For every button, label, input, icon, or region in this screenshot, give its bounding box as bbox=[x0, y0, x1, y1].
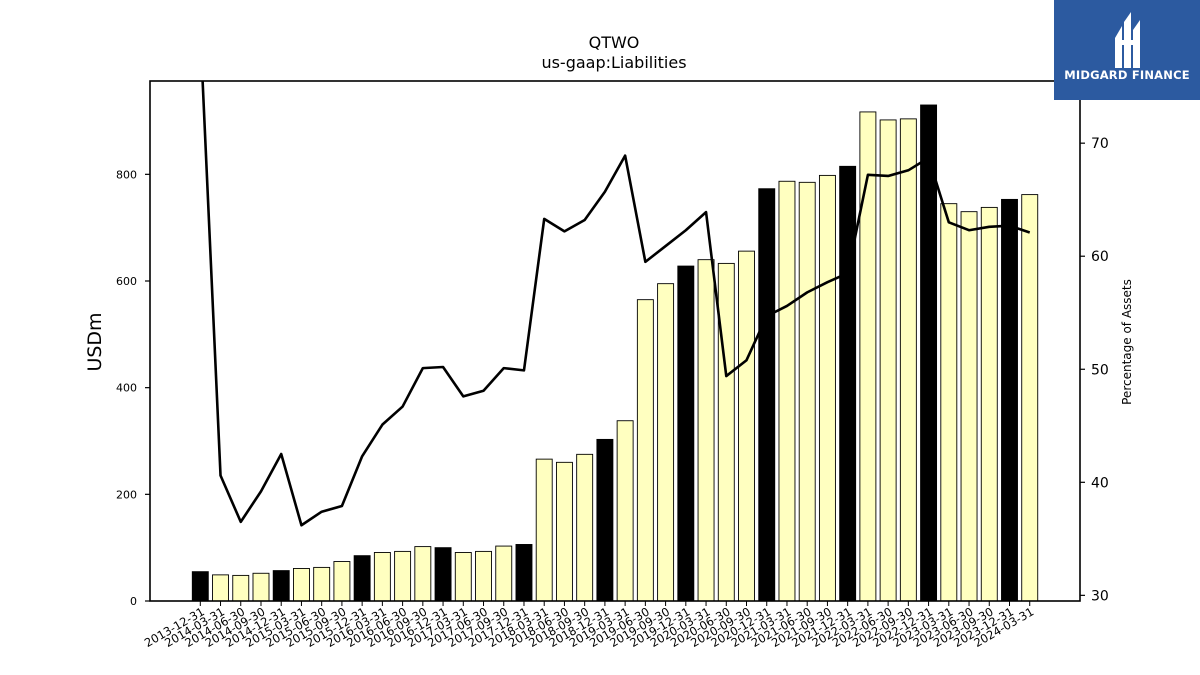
logo-box: MIDGARD FINANCE bbox=[1054, 0, 1200, 100]
bar-2022-06-30 bbox=[879, 119, 897, 602]
bar-2018-09-30 bbox=[576, 453, 594, 602]
bar-2019-09-30 bbox=[657, 283, 675, 602]
bar-2014-03-31 bbox=[212, 574, 229, 602]
bar-2016-12-31 bbox=[434, 547, 452, 602]
bar-2017-06-30 bbox=[475, 550, 492, 602]
bar-2015-06-30 bbox=[313, 566, 331, 602]
bar-2015-03-31 bbox=[293, 568, 310, 602]
y-axis-label: USDm bbox=[84, 312, 106, 371]
plot-frame bbox=[149, 80, 1081, 602]
bar-2021-09-30 bbox=[818, 174, 836, 602]
bar-2019-03-31 bbox=[616, 420, 634, 602]
bar-2014-12-31 bbox=[272, 570, 290, 602]
chart-title: QTWO bbox=[589, 33, 640, 52]
y-tick-label: 800 bbox=[116, 168, 137, 181]
bar-2015-09-30 bbox=[333, 561, 351, 602]
bar-2020-12-31 bbox=[758, 188, 776, 602]
y2-tick-label: 60 bbox=[1091, 249, 1109, 265]
y2-axis-label: Percentage of Assets bbox=[1120, 279, 1134, 405]
bar-2016-09-30 bbox=[414, 546, 432, 602]
bar-2020-09-30 bbox=[738, 250, 755, 602]
bar-2021-06-30 bbox=[798, 181, 816, 602]
bar-2023-03-31 bbox=[940, 203, 958, 602]
bar-2021-12-31 bbox=[839, 165, 857, 602]
bar-2021-03-31 bbox=[778, 180, 796, 602]
bar-2014-06-30 bbox=[232, 574, 250, 602]
y2-tick-label: 70 bbox=[1091, 136, 1109, 152]
bar-2017-03-31 bbox=[454, 552, 472, 602]
bar-2018-12-31 bbox=[596, 438, 614, 602]
logo-text: MIDGARD FINANCE bbox=[1064, 68, 1190, 82]
bars-layer bbox=[191, 104, 1039, 602]
bar-2024-03-31 bbox=[1021, 194, 1039, 602]
bar-2023-09-30 bbox=[980, 206, 998, 602]
bar-2023-12-31 bbox=[1001, 198, 1018, 602]
y-tick-label: 200 bbox=[116, 488, 137, 501]
bar-2022-03-31 bbox=[859, 111, 877, 602]
bar-2022-09-30 bbox=[899, 118, 917, 602]
line-layer bbox=[201, 81, 1031, 527]
bar-2019-12-31 bbox=[677, 265, 695, 602]
bar-2020-03-31 bbox=[697, 259, 715, 602]
chart-subtitle: us-gaap:Liabilities bbox=[541, 53, 686, 72]
bar-2017-09-30 bbox=[495, 545, 513, 602]
bar-2020-06-30 bbox=[717, 262, 735, 602]
bar-2018-06-30 bbox=[555, 461, 573, 602]
y2-tick-label: 30 bbox=[1091, 588, 1109, 604]
y2-tick-label: 50 bbox=[1091, 362, 1109, 378]
bar-2016-03-31 bbox=[373, 552, 391, 602]
bar-2016-06-30 bbox=[394, 550, 412, 602]
logo-mark-icon bbox=[1115, 12, 1140, 68]
y2-tick-label: 40 bbox=[1091, 475, 1109, 491]
bar-2017-12-31 bbox=[515, 544, 533, 602]
y-tick-label: 600 bbox=[116, 275, 137, 288]
bar-2018-03-31 bbox=[535, 458, 553, 602]
percentage-of-assets-line bbox=[201, 81, 1031, 527]
bar-2015-12-31 bbox=[353, 555, 371, 602]
bar-2019-06-30 bbox=[636, 299, 654, 602]
bar-2014-09-30 bbox=[252, 572, 270, 602]
bar-2023-06-30 bbox=[960, 211, 978, 602]
y-tick-label: 0 bbox=[130, 595, 137, 608]
bar-2013-12-31 bbox=[191, 571, 209, 602]
y-tick-label: 400 bbox=[116, 382, 137, 395]
